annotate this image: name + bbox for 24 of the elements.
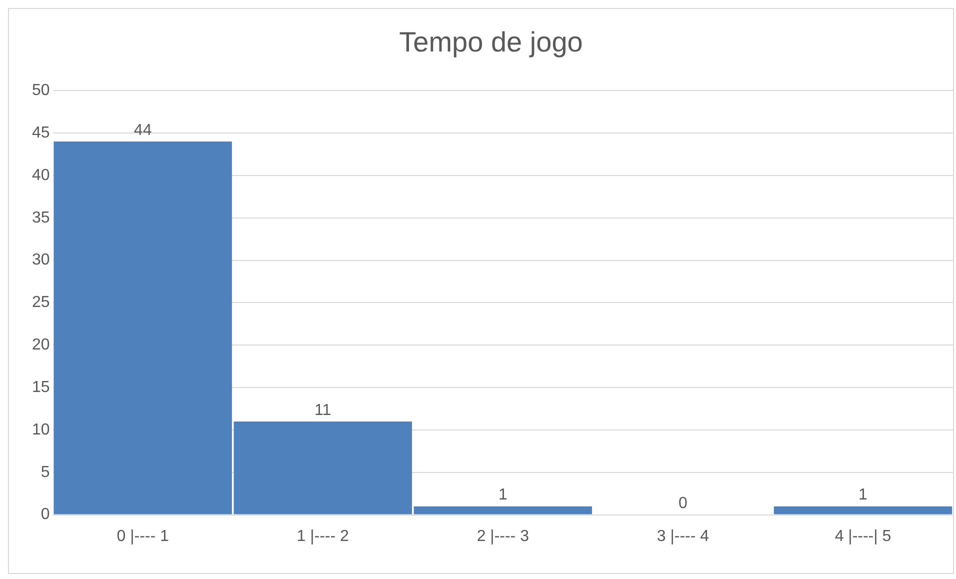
y-tick-label: 30 — [32, 252, 50, 269]
data-label: 44 — [134, 122, 152, 139]
x-tick-label: 3 |---- 4 — [656, 528, 710, 545]
y-tick-label: 35 — [32, 209, 50, 226]
y-tick-label: 20 — [32, 336, 50, 354]
bar — [774, 506, 952, 514]
data-label: 1 — [498, 486, 508, 504]
data-label: 1 — [858, 486, 868, 504]
x-tick-label: 4 |----| 5 — [834, 528, 892, 545]
y-tick-label: 0 — [40, 506, 50, 524]
bar — [414, 506, 592, 514]
data-label: 11 — [314, 402, 332, 419]
y-tick-label: 25 — [32, 294, 50, 312]
x-tick-label: 2 |---- 3 — [476, 528, 530, 545]
y-tick-label: 10 — [32, 421, 50, 438]
x-tick-label: 0 |---- 1 — [116, 528, 169, 545]
y-tick-label: 15 — [32, 378, 50, 396]
y-tick-label: 5 — [40, 464, 50, 481]
y-tick-label: 50 — [32, 82, 50, 100]
data-label: 0 — [678, 495, 688, 512]
chart-title: Tempo de jogo — [399, 26, 583, 58]
y-tick-label: 40 — [32, 166, 50, 184]
y-tick-label: 45 — [32, 124, 50, 142]
x-tick-label: 1 |---- 2 — [296, 528, 350, 545]
